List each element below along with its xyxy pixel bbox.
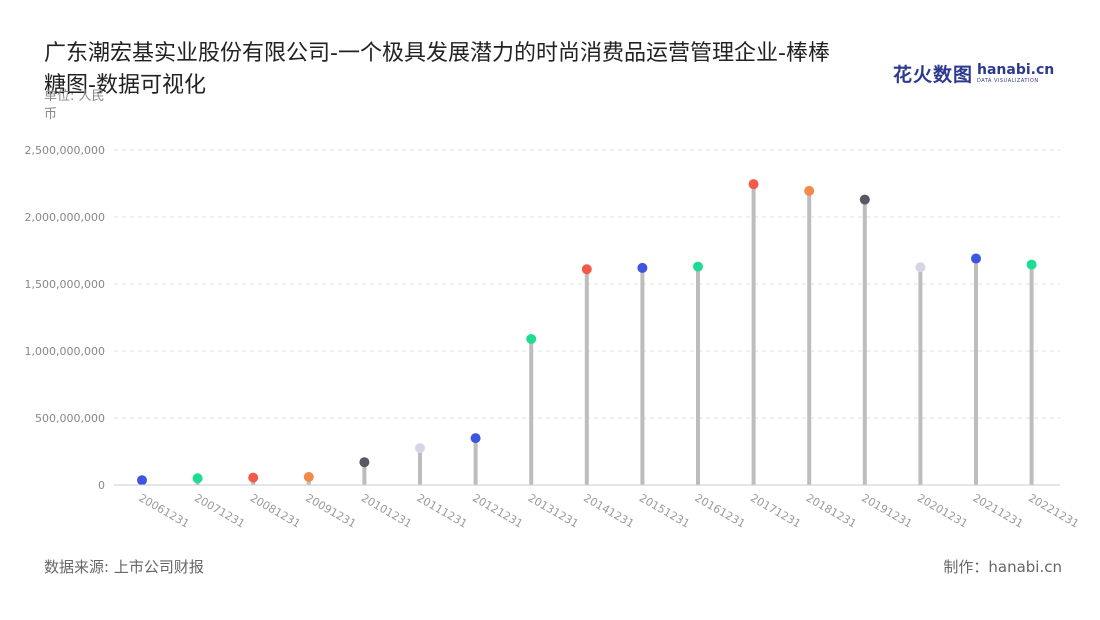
x-tick-label: 20111231 bbox=[415, 491, 470, 530]
y-tick-label: 1,000,000,000 bbox=[25, 345, 105, 358]
x-tick-label: 20211231 bbox=[971, 491, 1026, 530]
lollipop-stems bbox=[140, 184, 1034, 485]
hanabi-logo: 花火数图 hanabi.cn DATA VISUALIZATION bbox=[893, 58, 1054, 88]
x-tick-label: 20101231 bbox=[359, 491, 414, 530]
x-tick-label: 20121231 bbox=[470, 491, 525, 530]
x-tick-label: 20221231 bbox=[1026, 491, 1081, 530]
lollipop-dot[interactable] bbox=[859, 194, 870, 205]
logo-cn-text: 花火数图 bbox=[893, 63, 974, 86]
y-tick-label: 500,000,000 bbox=[35, 412, 105, 425]
x-tick-label: 20151231 bbox=[637, 491, 692, 530]
x-tick-label: 20081231 bbox=[248, 491, 303, 530]
lollipop-dot[interactable] bbox=[581, 264, 592, 275]
x-tick-label: 20141231 bbox=[581, 491, 636, 530]
y-tick-label: 2,500,000,000 bbox=[25, 144, 105, 157]
x-tick-label: 20161231 bbox=[693, 491, 748, 530]
x-tick-label: 20191231 bbox=[859, 491, 914, 530]
x-axis-ticks: 20061231 20071231 20081231 20091231 20101231… bbox=[137, 491, 1082, 530]
lollipop-dot[interactable] bbox=[804, 185, 815, 196]
y-tick-label: 0 bbox=[98, 479, 105, 492]
lollipop-dot[interactable] bbox=[693, 261, 703, 272]
logo-sub-text: DATA VISUALIZATION bbox=[977, 77, 1039, 84]
lollipop-dots bbox=[137, 179, 1037, 486]
lollipop-dot[interactable] bbox=[526, 333, 537, 344]
x-tick-label: 20061231 bbox=[137, 491, 192, 530]
logo-en-text: hanabi.cn bbox=[977, 61, 1055, 78]
unit-label: 单位: 人民币 bbox=[44, 89, 105, 122]
x-tick-label: 20071231 bbox=[192, 491, 247, 530]
lollipop-dot[interactable] bbox=[415, 443, 425, 454]
lollipop-dot[interactable] bbox=[971, 253, 981, 264]
lollipop-dot[interactable] bbox=[637, 262, 648, 273]
lollipop-dot[interactable] bbox=[915, 262, 926, 273]
y-tick-label: 1,500,000,000 bbox=[25, 278, 105, 291]
x-tick-label: 20181231 bbox=[804, 491, 859, 530]
y-tick-label: 2,000,000,000 bbox=[25, 211, 105, 224]
x-tick-label: 20131231 bbox=[526, 491, 581, 530]
lollipop-dot[interactable] bbox=[1026, 259, 1037, 270]
data-source: 数据来源: 上市公司财报 bbox=[44, 558, 204, 576]
chart-title: 广东潮宏基实业股份有限公司-一个极具发展潜力的时尚消费品运营管理企业-棒棒糖图-… bbox=[44, 41, 830, 98]
maker-credit: 制作：hanabi.cn bbox=[943, 558, 1062, 576]
lollipop-dot[interactable] bbox=[303, 471, 314, 482]
y-axis-ticks: 0 500,000,000 1,000,000,000 1,500,000,000 2,… bbox=[25, 144, 105, 492]
lollipop-dot[interactable] bbox=[470, 433, 481, 444]
lollipop-dot[interactable] bbox=[248, 472, 259, 483]
lollipop-dot[interactable] bbox=[192, 473, 203, 484]
x-tick-label: 20201231 bbox=[915, 491, 970, 530]
lollipop-dot[interactable] bbox=[359, 457, 370, 468]
lollipop-dot[interactable] bbox=[137, 475, 147, 486]
lollipop-dot[interactable] bbox=[748, 179, 759, 190]
x-tick-label: 20171231 bbox=[748, 491, 803, 530]
x-tick-label: 20091231 bbox=[303, 491, 358, 530]
